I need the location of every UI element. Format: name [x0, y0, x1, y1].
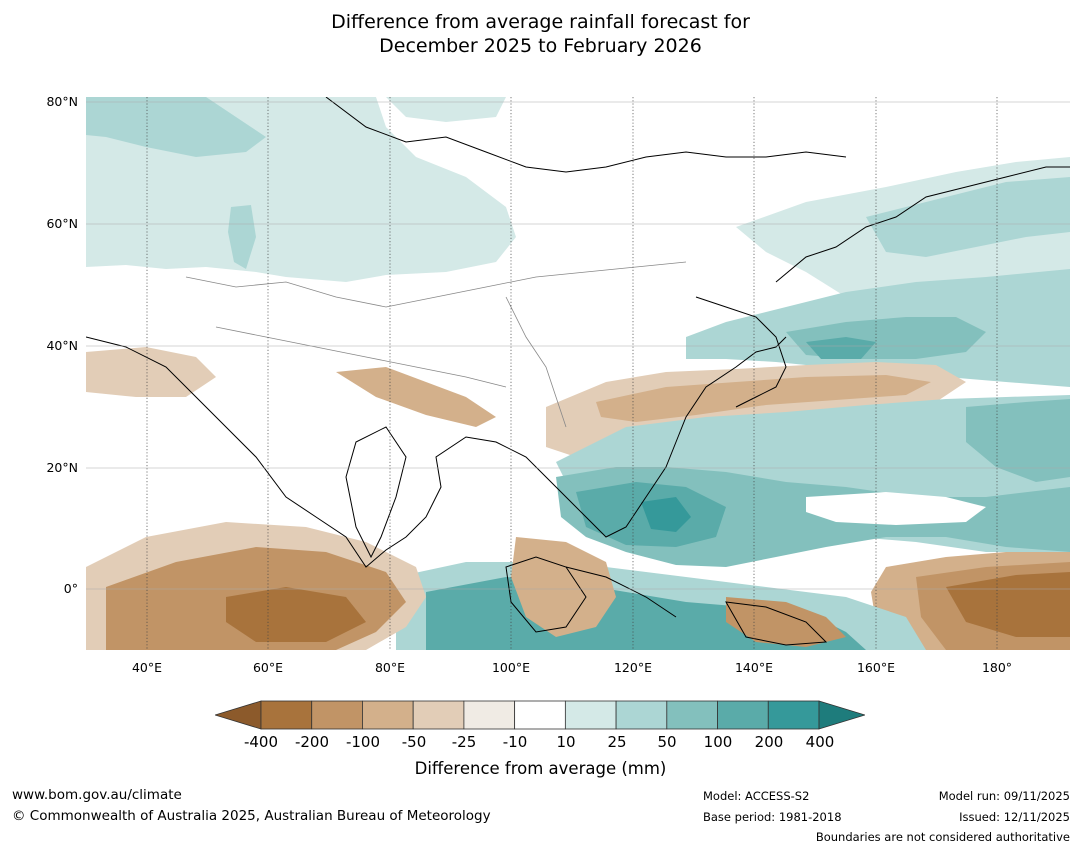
- cbar-swatch: [564, 700, 617, 730]
- dry-region-east-africa-peak: [226, 587, 366, 642]
- base-period: Base period: 1981-2018: [703, 810, 842, 824]
- coastlines: [86, 97, 1070, 646]
- dry-region-new-guinea: [726, 597, 846, 647]
- lon-label-180: 180°: [981, 660, 1013, 675]
- wet-region-bering: [866, 177, 1070, 257]
- lat-label-20n: 20°N: [46, 460, 78, 475]
- colorbar: [215, 700, 865, 730]
- cbar-swatch: [717, 700, 769, 730]
- cbar-arrow-low: [215, 700, 262, 730]
- lon-label-80e: 80°E: [374, 660, 406, 675]
- rainfall-map: [86, 97, 1070, 650]
- cbar-arrow-high: [818, 700, 865, 730]
- lon-label-60e: 60°E: [252, 660, 284, 675]
- title-line-2: December 2025 to February 2026: [379, 35, 702, 57]
- lat-label-80n: 80°N: [46, 94, 78, 109]
- cbar-swatch: [412, 700, 465, 730]
- boundaries-disclaimer: Boundaries are not considered authoritat…: [815, 830, 1070, 844]
- title-line-1: Difference from average rainfall forecas…: [331, 11, 750, 33]
- model-run: Model run: 09/11/2025: [938, 789, 1070, 803]
- lon-label-100e: 100°E: [491, 660, 530, 675]
- cbar-tick: -200: [294, 733, 330, 751]
- cbar-swatch: [615, 700, 668, 730]
- wet-region-arctic: [86, 97, 266, 157]
- model-name: Model: ACCESS-S2: [703, 789, 810, 803]
- cbar-tick: 50: [657, 733, 677, 751]
- dry-region-maritime: [511, 537, 616, 637]
- dry-region-himalaya: [336, 367, 496, 427]
- dry-region-equatorial-peak: [946, 572, 1070, 637]
- wet-region-north-pacific-peak: [806, 337, 876, 359]
- gridlines: [86, 101, 1070, 590]
- cbar-swatch: [260, 700, 313, 730]
- cbar-swatch: [767, 700, 820, 730]
- dry-strip-pacific: [806, 492, 986, 525]
- lon-label-40e: 40°E: [131, 660, 163, 675]
- issued-date: Issued: 12/11/2025: [959, 810, 1070, 824]
- wet-region-siberia-north: [386, 97, 506, 122]
- website-link[interactable]: www.bom.gov.au/climate: [12, 787, 182, 803]
- cbar-tick: -50: [401, 733, 427, 751]
- wet-region-philippines-peak: [641, 497, 691, 532]
- cbar-tick: 25: [607, 733, 627, 751]
- meridians: [146, 97, 998, 650]
- map-title: Difference from average rainfall forecas…: [0, 10, 1081, 58]
- country-borders: [185, 261, 687, 428]
- cbar-swatch: [362, 700, 414, 730]
- cbar-tick: 100: [703, 733, 733, 751]
- cbar-tick: -25: [451, 733, 477, 751]
- lon-label-120e: 120°E: [613, 660, 652, 675]
- cbar-swatch: [666, 700, 718, 730]
- cbar-swatch: [463, 700, 516, 730]
- wet-region-central-pacific: [966, 399, 1070, 482]
- cbar-tick: 400: [805, 733, 835, 751]
- lat-label-40n: 40°N: [46, 338, 78, 353]
- dry-region-east-asia-core: [596, 375, 931, 422]
- lat-label-60n: 60°N: [46, 216, 78, 231]
- cbar-tick: -100: [345, 733, 381, 751]
- cbar-tick: 10: [556, 733, 576, 751]
- colorbar-label: Difference from average (mm): [414, 759, 667, 778]
- wet-region-ural: [228, 205, 256, 269]
- copyright: © Commonwealth of Australia 2025, Austra…: [12, 808, 491, 824]
- cbar-swatch: [514, 700, 566, 730]
- lon-label-160e: 160°E: [856, 660, 895, 675]
- lat-label-0: 0°: [63, 581, 78, 596]
- cbar-tick: -400: [243, 733, 279, 751]
- lon-label-140e: 140°E: [734, 660, 773, 675]
- colorbar-ticks: -400 -200 -100 -50 -25 -10 10 25 50 100 …: [0, 733, 1081, 753]
- cbar-tick: 200: [754, 733, 784, 751]
- cbar-swatch: [311, 700, 363, 730]
- cbar-tick: -10: [502, 733, 528, 751]
